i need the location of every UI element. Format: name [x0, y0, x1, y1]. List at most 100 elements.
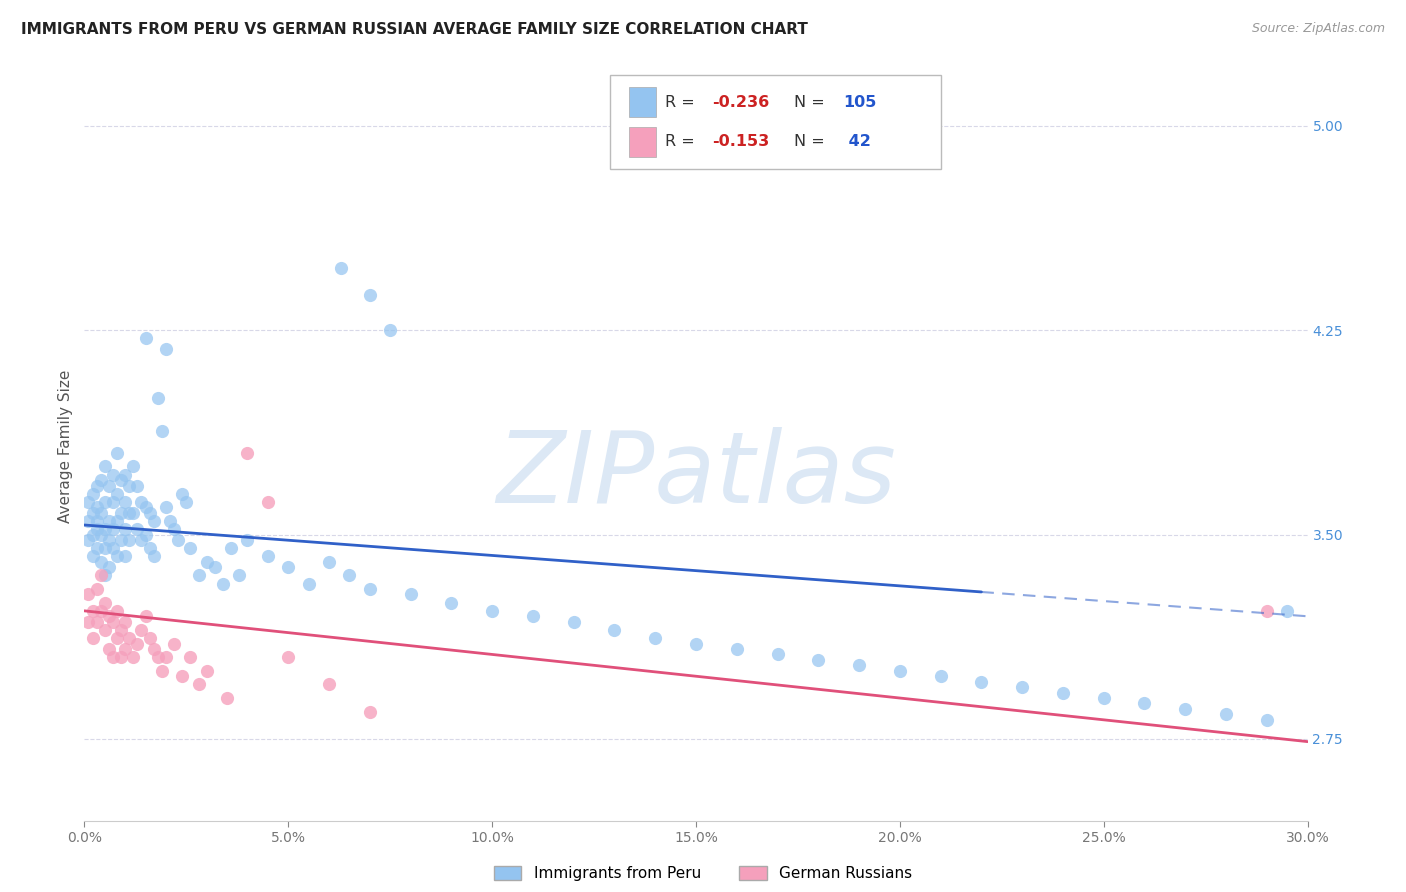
Point — [187, 568, 209, 582]
Point — [110, 473, 132, 487]
Text: 42: 42 — [842, 135, 870, 149]
Point — [1256, 713, 1278, 727]
Point — [339, 568, 361, 582]
Point — [1174, 702, 1197, 716]
Point — [359, 705, 381, 719]
Point — [766, 648, 789, 662]
Point — [110, 650, 132, 665]
Point — [146, 392, 169, 406]
Point — [82, 486, 104, 500]
Point — [86, 514, 108, 528]
Point — [77, 495, 100, 509]
Point — [155, 650, 177, 665]
Point — [118, 506, 141, 520]
Point — [399, 587, 422, 601]
Point — [82, 527, 104, 541]
Point — [77, 533, 100, 547]
Point — [105, 514, 128, 528]
Point — [97, 478, 120, 492]
Point — [93, 568, 115, 582]
Point — [101, 615, 124, 629]
Point — [644, 631, 666, 645]
Point — [90, 473, 112, 487]
Point — [82, 549, 104, 564]
Text: N =: N = — [794, 95, 830, 110]
Text: 105: 105 — [842, 95, 876, 110]
Point — [101, 522, 124, 536]
Point — [127, 522, 149, 536]
Point — [105, 446, 128, 460]
Point — [522, 609, 544, 624]
Point — [725, 642, 748, 657]
Point — [105, 631, 128, 645]
Point — [101, 541, 124, 556]
Point — [318, 677, 340, 691]
Point — [562, 615, 585, 629]
Point — [110, 623, 132, 637]
Point — [174, 495, 197, 509]
Point — [172, 486, 194, 500]
Point — [1011, 680, 1033, 694]
Point — [118, 631, 141, 645]
FancyBboxPatch shape — [610, 75, 941, 169]
Text: Source: ZipAtlas.com: Source: ZipAtlas.com — [1251, 22, 1385, 36]
Point — [86, 522, 108, 536]
Point — [77, 587, 100, 601]
Point — [93, 623, 115, 637]
Point — [93, 596, 115, 610]
Point — [1092, 691, 1115, 706]
Point — [77, 615, 100, 629]
Point — [93, 541, 115, 556]
Point — [1256, 604, 1278, 618]
Point — [150, 424, 173, 438]
Point — [195, 664, 218, 678]
Point — [105, 604, 128, 618]
Point — [359, 287, 381, 301]
Point — [142, 549, 165, 564]
Point — [187, 677, 209, 691]
Point — [114, 522, 136, 536]
Text: IMMIGRANTS FROM PERU VS GERMAN RUSSIAN AVERAGE FAMILY SIZE CORRELATION CHART: IMMIGRANTS FROM PERU VS GERMAN RUSSIAN A… — [21, 22, 808, 37]
Point — [97, 642, 120, 657]
Point — [138, 631, 160, 645]
Point — [138, 506, 160, 520]
Bar — [628, 87, 655, 117]
Point — [86, 541, 108, 556]
Point — [97, 533, 120, 547]
Point — [90, 506, 112, 520]
Point — [167, 533, 190, 547]
Point — [93, 522, 115, 536]
Point — [86, 478, 108, 492]
Point — [135, 331, 157, 345]
Point — [135, 609, 157, 624]
Point — [118, 533, 141, 547]
Point — [1277, 604, 1299, 618]
Point — [807, 653, 830, 667]
Point — [131, 623, 153, 637]
Point — [277, 650, 299, 665]
Point — [155, 500, 177, 515]
Point — [86, 582, 108, 596]
Point — [685, 636, 707, 650]
Point — [82, 631, 104, 645]
Point — [101, 495, 124, 509]
Point — [257, 495, 280, 509]
Point — [86, 500, 108, 515]
Point — [1133, 697, 1156, 711]
Point — [77, 514, 100, 528]
Point — [236, 533, 259, 547]
Text: N =: N = — [794, 135, 830, 149]
Point — [359, 582, 381, 596]
Point — [298, 576, 321, 591]
Point — [110, 506, 132, 520]
Point — [90, 555, 112, 569]
Point — [90, 568, 112, 582]
Point — [138, 541, 160, 556]
Point — [212, 576, 235, 591]
Point — [1052, 685, 1074, 699]
Point — [380, 323, 402, 337]
Point — [481, 604, 503, 618]
Point — [155, 343, 177, 357]
Point — [163, 636, 186, 650]
Point — [122, 459, 145, 474]
